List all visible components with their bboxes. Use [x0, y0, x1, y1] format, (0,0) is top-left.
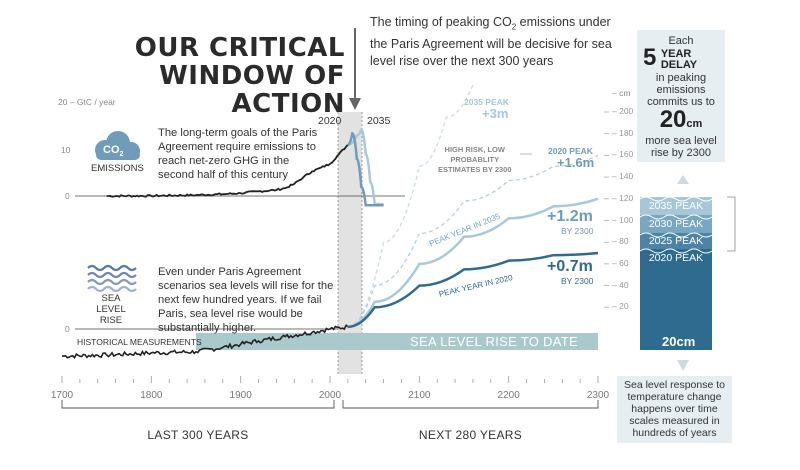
stack-2025-wave: [639, 232, 713, 238]
emissions-peak-2020-line: [347, 131, 384, 207]
stack-label-2030: 2030 PEAK: [648, 218, 704, 230]
right-axis-tick-label: – 40: [612, 279, 629, 290]
future-period-bracket: [342, 400, 599, 409]
peak-2020-label: 2020 PEAK: [548, 146, 593, 156]
sea-peak-2035-high-risk-line: [347, 84, 474, 328]
stack-label-2025: 2025 PEAK: [648, 235, 704, 247]
sidebar-arrow-up: [677, 175, 689, 184]
sidebar-delay-row: 5 YEAR DELAY: [643, 44, 723, 71]
cloud-icon: [95, 131, 140, 160]
emissions-y-tick-10: 10: [61, 145, 71, 155]
emissions-y-tick-20: 20 – GtC / year: [58, 97, 116, 107]
emissions-historical-line: [106, 144, 349, 198]
stack-label-2020: 2020 PEAK: [648, 252, 704, 264]
intro-text-part-2: emissions under the Paris Agreement will…: [370, 15, 612, 68]
x-tick-label: 2200: [497, 390, 520, 401]
peak-year-2020-by: BY 2300: [561, 276, 594, 286]
emissions-caption: EMISSIONS: [91, 163, 144, 174]
bottom-note-box: [617, 376, 732, 443]
stack-2020-peak: [640, 249, 712, 350]
intro-text-subscript: 2: [511, 22, 517, 32]
sea-level-historical-line: [62, 324, 349, 360]
x-tick-label: 2000: [318, 390, 342, 401]
right-axis-tick-label: – 80: [612, 236, 629, 247]
right-axis-tick-label: – 180: [612, 127, 634, 138]
sea-peak-year-2020-line: [347, 251, 599, 329]
emissions-y-tick-0: 0: [65, 191, 70, 201]
right-axis-tick-label: – 140: [612, 171, 634, 182]
right-axis-unit: – cm: [612, 88, 631, 98]
sea-level-caption: SEA LEVEL RISE: [96, 293, 126, 326]
sea-level-to-date-bar: [196, 333, 598, 350]
x-tick-label: 2300: [586, 390, 610, 401]
stack-2035-wave: [639, 196, 713, 202]
period-future: NEXT 280 YEARS: [418, 428, 523, 442]
right-axis-tick-label: – 160: [612, 149, 634, 160]
sea-level-to-date-label: SEA LEVEL RISE TO DATE: [410, 334, 578, 349]
historical-measurements-label: HISTORICAL MEASUREMENTS: [77, 337, 202, 347]
title-line-1: OUR CRITICAL: [134, 33, 345, 63]
intro-text: The timing of peaking CO2 emissions unde…: [370, 14, 625, 70]
year-label-2035: 2035: [367, 115, 391, 127]
page-title: OUR CRITICAL WINDOW OF ACTION: [40, 34, 345, 118]
intro-text-part-1: The timing of peaking CO: [370, 15, 512, 29]
x-tick-label: 2100: [408, 390, 431, 401]
right-axis-tick-label: – 120: [612, 192, 634, 203]
peak-2020-value: +1.6m: [557, 155, 595, 170]
peak-year-2020-value: +0.7m: [547, 258, 593, 275]
delay-bracket: [727, 196, 736, 252]
bottom-note: Sea level response to temperature change h…: [624, 379, 725, 439]
right-axis-tick-label: – 200: [612, 106, 634, 116]
past-period-bracket: [61, 400, 335, 409]
timing-arrow-head: [349, 98, 361, 110]
stack-label-2035: 2035 PEAK: [648, 200, 704, 212]
sidebar-more-rise: more sea level rise by 2300: [645, 135, 717, 159]
sidebar-each: Each: [668, 35, 694, 47]
sea-level-to-date-value: 20cm: [662, 334, 696, 349]
stack-2030-wave: [639, 214, 713, 220]
bottom-note-arrow: [677, 360, 689, 371]
sea-level-description: Even under Paris Agreement scenarios sea…: [158, 266, 334, 334]
stack-2020-wave: [639, 248, 713, 254]
peak-year-2035-value: +1.2m: [547, 208, 593, 225]
sea-peak-year-2035-line: [347, 197, 599, 329]
peak-year-2035-by: BY 2300: [561, 226, 594, 236]
high-risk-note: HIGH RISK, LOW PROBABLITY ESTIMATES BY 230…: [438, 145, 512, 174]
peak-2035-label: 2035 PEAK: [464, 97, 509, 107]
decision-window-band: [338, 112, 362, 374]
year-label-2020: 2020: [318, 115, 342, 127]
sidebar-year-delay: YEAR DELAY: [660, 48, 698, 71]
x-tick-label: 1900: [229, 390, 252, 401]
co2-icon-label: CO2: [103, 144, 124, 159]
x-tick-label: 1700: [50, 390, 74, 401]
delay-sidebar: [637, 30, 725, 162]
waves-icon: [87, 264, 137, 293]
right-axis-tick-label: – 60: [612, 257, 629, 268]
sidebar-commits: in peaking emissions commits us to: [647, 72, 715, 108]
right-axis-tick-label: – 20: [612, 301, 629, 312]
right-axis-tick-label: – 100: [612, 214, 634, 225]
sidebar-20cm: 20cm: [659, 106, 703, 133]
title-line-2: WINDOW OF ACTION: [159, 61, 345, 119]
period-past: LAST 300 YEARS: [147, 428, 249, 442]
emissions-description: The long-term goals of the Paris Agreeme…: [158, 127, 318, 181]
sidebar-big-5: 5: [643, 44, 657, 71]
sea-peak-2020-high-risk-line: [347, 154, 599, 328]
peak-2035-value: +3m: [482, 106, 509, 121]
x-tick-label: 1800: [140, 390, 163, 401]
sea-y-tick-0: 0: [65, 324, 70, 334]
emissions-unit-label: GtC / year: [76, 97, 116, 107]
emissions-peak-2035-line: [347, 128, 384, 206]
